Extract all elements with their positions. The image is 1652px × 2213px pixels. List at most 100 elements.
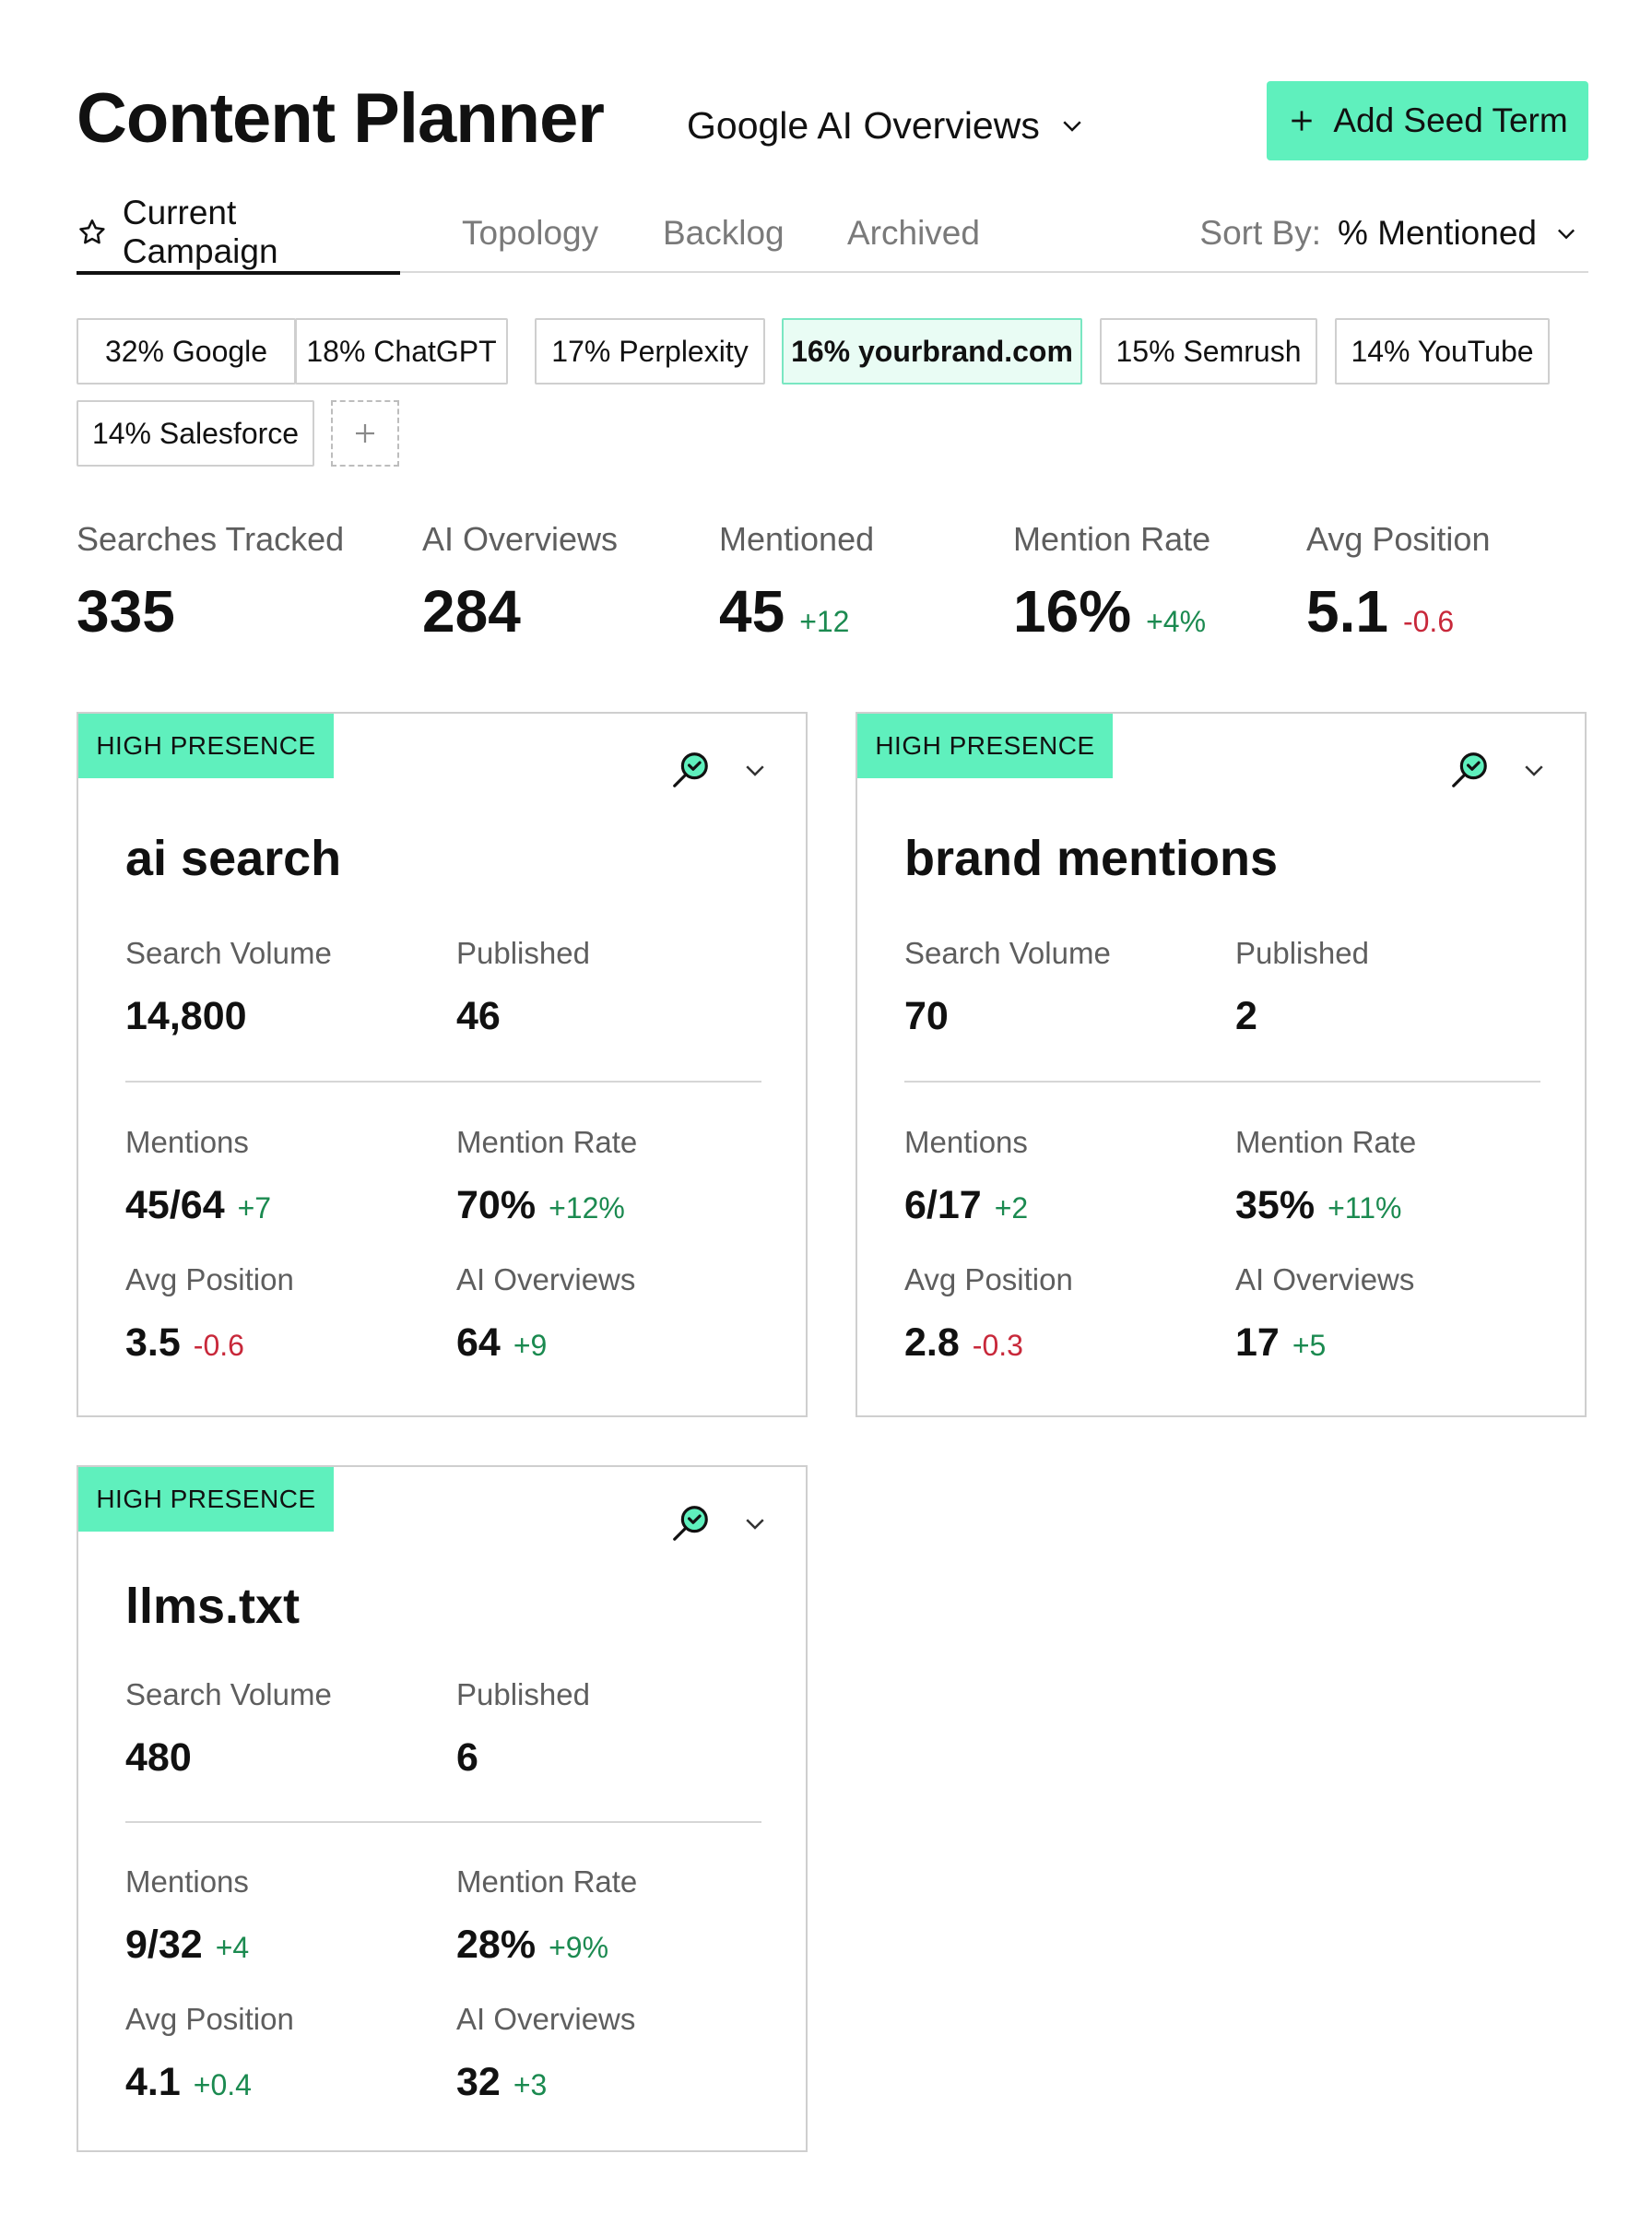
- metric-delta: +2: [994, 1191, 1029, 1225]
- chevron-down-icon[interactable]: [741, 756, 769, 784]
- source-dropdown-label: Google AI Overviews: [687, 104, 1040, 147]
- plus-icon: [1292, 111, 1312, 131]
- tab-backlog[interactable]: Backlog: [663, 194, 785, 273]
- metric-delta: +0.4: [193, 2068, 252, 2101]
- tab-bar: Current Campaign Topology Backlog Archiv…: [77, 194, 1588, 275]
- card-divider: [904, 1081, 1540, 1083]
- metric-value: 70%: [456, 1183, 537, 1227]
- metric-delta: +7: [237, 1191, 272, 1225]
- metric-value: 17: [1235, 1320, 1280, 1365]
- stat-label: AI Overviews: [422, 520, 619, 558]
- stat-avg-position: Avg Position 5.1 -0.6: [1306, 512, 1490, 646]
- presence-badge: HIGH PRESENCE: [78, 1467, 334, 1532]
- metric-published: Published 6: [456, 1675, 590, 1781]
- metric-label: Search Volume: [904, 936, 1111, 970]
- metric-avg-position: Avg Position 4.1 +0.4: [125, 1999, 294, 2106]
- metric-mention-rate: Mention Rate 70% +12%: [456, 1122, 637, 1229]
- metric-label: Avg Position: [904, 1262, 1073, 1296]
- metric-ai-overviews: AI Overviews 17 +5: [1235, 1260, 1414, 1367]
- stat-delta: +12: [799, 605, 850, 638]
- add-seed-term-label: Add Seed Term: [1333, 101, 1568, 139]
- chip-perplexity[interactable]: 17% Perplexity: [535, 318, 765, 385]
- metric-delta: +4: [215, 1931, 250, 1964]
- stat-label: Mention Rate: [1013, 520, 1211, 558]
- tab-current-campaign[interactable]: Current Campaign: [77, 194, 400, 275]
- search-check-icon[interactable]: [669, 1502, 712, 1544]
- metric-value: 6: [456, 1735, 478, 1780]
- chevron-down-icon[interactable]: [741, 1509, 769, 1537]
- metric-mentions: Mentions 6/17 +2: [904, 1122, 1028, 1229]
- metric-value: 28%: [456, 1923, 537, 1967]
- stat-value: 284: [422, 578, 521, 645]
- chevron-down-icon: [1558, 229, 1575, 240]
- metric-delta: +9: [513, 1329, 548, 1362]
- sort-label: Sort By:: [1199, 214, 1322, 252]
- seed-term-card[interactable]: HIGH PRESENCE ai search Search Volume 14…: [77, 712, 808, 1417]
- card-title: llms.txt: [125, 1579, 301, 1634]
- metric-value: 2: [1235, 994, 1257, 1038]
- chevron-down-icon[interactable]: [1520, 756, 1548, 784]
- metric-delta: -0.3: [972, 1329, 1023, 1362]
- metric-search-volume: Search Volume 14,800: [125, 933, 332, 1040]
- card-title: brand mentions: [904, 831, 1279, 886]
- metric-value: 64: [456, 1320, 501, 1365]
- page-title: Content Planner: [77, 79, 605, 158]
- metric-value: 14,800: [125, 994, 247, 1038]
- metric-avg-position: Avg Position 2.8 -0.3: [904, 1260, 1073, 1367]
- stat-value: 5.1: [1306, 578, 1388, 645]
- tab-archived[interactable]: Archived: [847, 194, 980, 273]
- metric-mention-rate: Mention Rate 35% +11%: [1235, 1122, 1416, 1229]
- tab-label: Archived: [847, 214, 980, 252]
- stat-delta: +4%: [1146, 605, 1207, 638]
- metric-value: 480: [125, 1735, 192, 1780]
- metric-value: 32: [456, 2060, 501, 2104]
- add-seed-term-button[interactable]: Add Seed Term: [1267, 81, 1588, 160]
- chip-chatgpt[interactable]: 18% ChatGPT: [295, 318, 508, 385]
- metric-published: Published 46: [456, 933, 590, 1040]
- metric-ai-overviews: AI Overviews 64 +9: [456, 1260, 635, 1367]
- source-dropdown[interactable]: Google AI Overviews: [687, 100, 1086, 151]
- metric-label: AI Overviews: [456, 1262, 636, 1296]
- tab-topology[interactable]: Topology: [462, 194, 598, 273]
- star-icon: [79, 219, 105, 244]
- summary-stats: Searches Tracked 335 AI Overviews 284 Me…: [77, 512, 1588, 650]
- metric-delta: +3: [513, 2068, 548, 2101]
- metric-label: Mention Rate: [456, 1864, 638, 1899]
- metric-value: 2.8: [904, 1320, 960, 1365]
- sort-dropdown[interactable]: Sort By: % Mentioned: [1199, 194, 1579, 273]
- seed-term-card[interactable]: HIGH PRESENCE llms.txt Search Volume 480…: [77, 1465, 808, 2152]
- metric-delta: -0.6: [193, 1329, 244, 1362]
- tab-label: Current Campaign: [122, 194, 278, 270]
- metric-delta: +5: [1292, 1329, 1327, 1362]
- tab-label: Topology: [462, 214, 599, 252]
- stat-mention-rate: Mention Rate 16% +4%: [1013, 512, 1210, 646]
- search-check-icon[interactable]: [1448, 749, 1491, 791]
- metric-delta: +9%: [549, 1931, 609, 1964]
- metric-published: Published 2: [1235, 933, 1369, 1040]
- metric-value: 9/32: [125, 1923, 203, 1967]
- add-chip-button[interactable]: [331, 400, 399, 467]
- search-check-icon[interactable]: [669, 749, 712, 791]
- seed-term-card[interactable]: HIGH PRESENCE brand mentions Search Volu…: [856, 712, 1587, 1417]
- stat-label: Avg Position: [1306, 520, 1491, 558]
- card-divider: [125, 1821, 761, 1823]
- stat-searches-tracked: Searches Tracked 335: [77, 512, 344, 646]
- chip-salesforce[interactable]: 14% Salesforce: [77, 400, 314, 467]
- metric-label: Mention Rate: [456, 1125, 638, 1159]
- chip-google[interactable]: 32% Google: [77, 318, 296, 385]
- metric-label: Published: [456, 1677, 590, 1711]
- metric-delta: +12%: [549, 1191, 625, 1225]
- chip-semrush[interactable]: 15% Semrush: [1100, 318, 1317, 385]
- metric-mentions: Mentions 45/64 +7: [125, 1122, 271, 1229]
- metric-value: 3.5: [125, 1320, 181, 1365]
- chevron-down-icon: [1063, 121, 1081, 132]
- chip-yourbrand[interactable]: 16% yourbrand.com: [782, 318, 1082, 385]
- card-title: ai search: [125, 831, 342, 886]
- metric-label: Avg Position: [125, 2002, 294, 2036]
- stat-mentioned: Mentioned 45 +12: [719, 512, 874, 646]
- chip-youtube[interactable]: 14% YouTube: [1335, 318, 1550, 385]
- metric-value: 70: [904, 994, 949, 1038]
- metric-label: Avg Position: [125, 1262, 294, 1296]
- metric-value: 6/17: [904, 1183, 982, 1227]
- presence-badge: HIGH PRESENCE: [78, 714, 334, 778]
